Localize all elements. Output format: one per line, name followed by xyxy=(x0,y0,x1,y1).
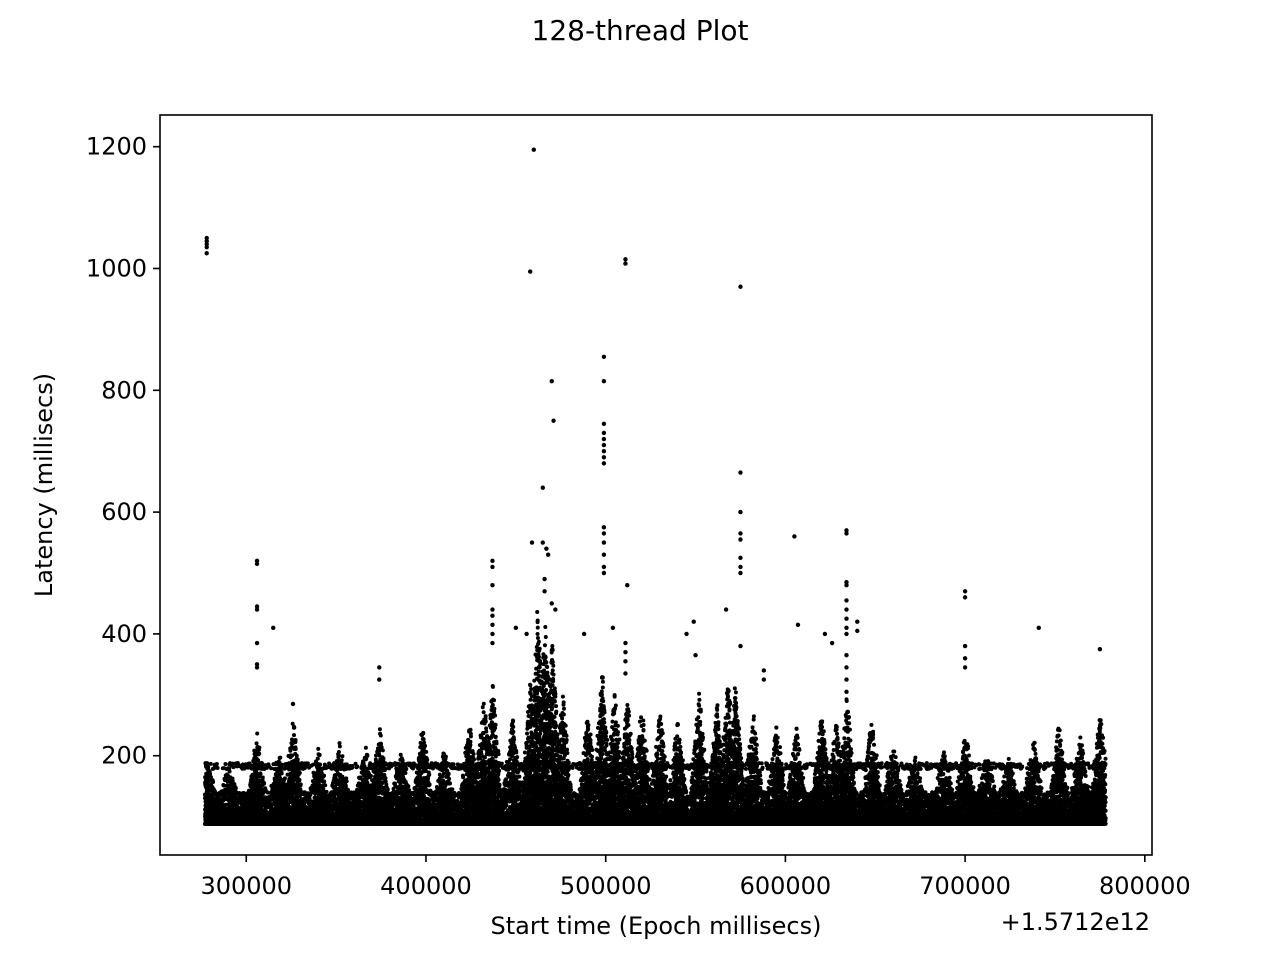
band-point xyxy=(205,761,210,766)
band-point xyxy=(380,748,385,753)
band-point xyxy=(295,757,300,762)
band-point xyxy=(282,776,287,781)
band-point xyxy=(257,751,262,756)
band-point xyxy=(262,781,267,786)
band-point xyxy=(336,750,341,755)
band-point xyxy=(214,761,219,766)
band-point xyxy=(383,766,388,771)
band-point xyxy=(221,783,226,788)
band-point xyxy=(223,762,228,767)
band-point xyxy=(406,784,411,789)
band-point xyxy=(257,745,262,750)
band-point xyxy=(255,731,260,736)
band-point xyxy=(269,766,274,771)
band-point xyxy=(317,753,322,758)
band-point xyxy=(293,746,298,751)
band-point xyxy=(378,733,383,738)
band-point xyxy=(258,772,263,777)
band-point xyxy=(383,776,388,781)
band-point xyxy=(323,783,328,788)
band-point xyxy=(381,756,386,761)
band-point xyxy=(316,746,321,751)
band-point xyxy=(208,761,213,766)
band-point xyxy=(297,777,302,782)
chart-title: 128-thread Plot xyxy=(0,14,1280,47)
band-point xyxy=(211,779,216,784)
band-point xyxy=(298,782,303,787)
band-point xyxy=(217,793,222,798)
band-point xyxy=(324,789,329,794)
band-point xyxy=(355,764,360,769)
band-point xyxy=(211,766,216,771)
band-point xyxy=(227,766,232,771)
band-point xyxy=(403,770,408,775)
band-point xyxy=(265,790,270,795)
dense-data-band xyxy=(202,609,1108,827)
band-point xyxy=(291,733,296,738)
band-point xyxy=(340,754,345,759)
band-point xyxy=(254,741,259,746)
band-point xyxy=(305,761,310,766)
band-point xyxy=(315,756,320,761)
band-point xyxy=(378,741,383,746)
band-point xyxy=(377,727,382,732)
band-point xyxy=(368,773,373,778)
band-point xyxy=(365,752,370,757)
band-point xyxy=(318,762,323,767)
band-point xyxy=(208,772,213,777)
band-point xyxy=(233,786,238,791)
band-point xyxy=(344,779,349,784)
band-point xyxy=(208,775,213,780)
band-point xyxy=(292,725,297,730)
band-point xyxy=(316,781,321,786)
band-point xyxy=(206,765,211,770)
band-point xyxy=(294,753,299,758)
band-point xyxy=(337,744,342,749)
band-point xyxy=(322,773,327,778)
band-point xyxy=(385,787,390,792)
band-point xyxy=(278,755,283,760)
band-point xyxy=(398,752,403,757)
band-point xyxy=(404,767,409,772)
band-point xyxy=(227,769,232,774)
band-point xyxy=(215,766,220,771)
band-point xyxy=(209,797,215,802)
band-point xyxy=(407,788,412,793)
band-point xyxy=(293,738,298,743)
band-point xyxy=(363,745,368,750)
band-point xyxy=(279,771,284,776)
band-point xyxy=(297,770,302,775)
band-point xyxy=(322,779,327,784)
